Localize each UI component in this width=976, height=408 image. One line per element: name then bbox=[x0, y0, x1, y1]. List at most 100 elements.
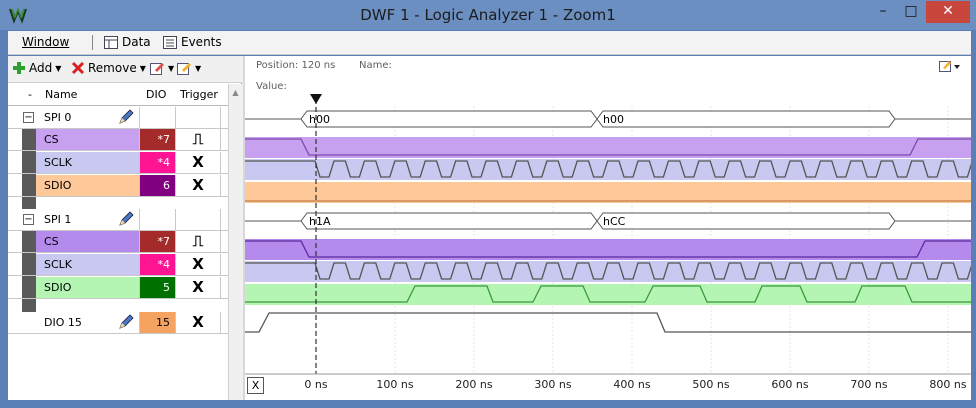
cell-divider bbox=[175, 231, 176, 252]
panel-splitter[interactable] bbox=[243, 56, 245, 400]
channel-toolbar: Add ▼ Remove ▼ ▼ ▼ bbox=[8, 56, 242, 83]
channel-row-sdio[interactable]: SDIO 6 X bbox=[8, 175, 228, 197]
dio15-wave bbox=[245, 312, 971, 333]
waveform-panel: Position: 120 ns Name: Value: h00 h00 h1A h… bbox=[245, 56, 971, 400]
dio-pin[interactable]: 15 bbox=[140, 312, 175, 333]
cell-divider bbox=[175, 254, 176, 275]
channel-name: CS bbox=[44, 133, 59, 146]
app-logo-icon bbox=[9, 6, 27, 24]
col-dio[interactable]: DIO bbox=[146, 88, 167, 101]
channel-row-dio-15[interactable]: DIO 15 15 X bbox=[8, 312, 228, 334]
channel-name: SCLK bbox=[44, 156, 73, 169]
scroll-up-icon[interactable]: ▲ bbox=[232, 88, 239, 97]
channel-row-spi-0[interactable]: − SPI 0 bbox=[8, 107, 228, 129]
tick-label: 400 ns bbox=[613, 378, 651, 391]
spi1-sclk-wave bbox=[245, 262, 971, 280]
chevron-down-icon: ▼ bbox=[139, 63, 146, 73]
dio-pin[interactable]: 5 bbox=[140, 277, 175, 298]
channel-scrollbar[interactable]: ▲ bbox=[228, 84, 242, 400]
menu-window[interactable]: Window bbox=[22, 35, 69, 49]
trigger-falling-edge-icon[interactable]: ⎍ bbox=[192, 232, 204, 250]
cell-divider bbox=[220, 254, 221, 275]
collapse-icon[interactable]: − bbox=[23, 112, 34, 123]
maximize-button[interactable]: □ bbox=[904, 3, 918, 19]
pencil-icon[interactable] bbox=[118, 211, 134, 227]
tick-label: 800 ns bbox=[929, 378, 967, 391]
cell-divider bbox=[175, 175, 176, 196]
waveform-canvas[interactable]: h00 h00 h1A hCC bbox=[245, 56, 971, 376]
remove-x-icon bbox=[71, 61, 85, 75]
cell-divider bbox=[139, 254, 140, 275]
cell-divider bbox=[175, 129, 176, 150]
position-readout: Position: 120 ns bbox=[256, 60, 336, 71]
channel-row-cs[interactable]: CS *7 ⎍ bbox=[8, 231, 228, 253]
tick-label: 700 ns bbox=[850, 378, 888, 391]
tick-label: 300 ns bbox=[534, 378, 572, 391]
edit-icon bbox=[177, 63, 191, 75]
col-name[interactable]: Name bbox=[45, 88, 78, 101]
add-button[interactable]: Add ▼ bbox=[12, 61, 61, 75]
spi0-value-label: h00 bbox=[603, 113, 624, 126]
edit-more-button[interactable]: ▼ bbox=[177, 61, 201, 75]
pencil-icon[interactable] bbox=[118, 109, 134, 125]
spi0-cs-wave bbox=[245, 138, 971, 156]
trigger-ignore-icon[interactable]: X bbox=[192, 255, 204, 273]
cell-divider bbox=[220, 175, 221, 196]
edit-button[interactable]: ▼ bbox=[150, 61, 174, 75]
channel-name: SCLK bbox=[44, 258, 73, 271]
channel-name: SDIO bbox=[44, 179, 72, 192]
cell-divider bbox=[139, 129, 140, 150]
channel-name: DIO 15 bbox=[44, 316, 82, 329]
chevron-down-icon: ▼ bbox=[168, 63, 175, 73]
spi0-group-bar bbox=[22, 128, 36, 209]
channel-row-sclk[interactable]: SCLK *4 X bbox=[8, 152, 228, 174]
menu-events[interactable]: Events bbox=[163, 35, 222, 49]
col-trigger[interactable]: Trigger bbox=[180, 88, 218, 101]
remove-button[interactable]: Remove ▼ bbox=[71, 61, 146, 75]
cell-divider bbox=[139, 209, 140, 230]
main-content: Add ▼ Remove ▼ ▼ ▼ - Na bbox=[8, 56, 971, 400]
cell-divider bbox=[139, 312, 140, 333]
cell-divider bbox=[139, 107, 140, 128]
dio-pin[interactable]: *4 bbox=[140, 152, 175, 173]
dio-pin[interactable]: *7 bbox=[140, 231, 175, 252]
channel-row-sclk[interactable]: SCLK *4 X bbox=[8, 254, 228, 276]
channel-row-spi-1[interactable]: − SPI 1 bbox=[8, 209, 228, 231]
trigger-ignore-icon[interactable]: X bbox=[192, 313, 204, 331]
channel-table-header: - Name DIO Trigger bbox=[8, 84, 242, 106]
channel-row-cs[interactable]: CS *7 ⎍ bbox=[8, 129, 228, 151]
col-dash: - bbox=[28, 88, 32, 101]
channel-color bbox=[36, 231, 140, 252]
cell-divider bbox=[220, 231, 221, 252]
channel-color bbox=[36, 254, 140, 275]
channel-row-sdio[interactable]: SDIO 5 X bbox=[8, 277, 228, 299]
chevron-down-icon: ▼ bbox=[195, 63, 202, 73]
dio-pin[interactable]: *4 bbox=[140, 254, 175, 275]
trigger-ignore-icon[interactable]: X bbox=[192, 176, 204, 194]
trigger-falling-edge-icon[interactable]: ⎍ bbox=[192, 130, 204, 148]
pencil-icon[interactable] bbox=[118, 314, 134, 330]
collapse-icon[interactable]: − bbox=[23, 214, 34, 225]
spi1-cs-lane bbox=[245, 239, 971, 260]
cell-divider bbox=[139, 175, 140, 196]
spi0-cs-lane bbox=[245, 137, 971, 158]
cell-divider bbox=[220, 152, 221, 173]
spi0-bus-segment bbox=[300, 110, 598, 128]
spi1-cs-wave bbox=[245, 240, 971, 258]
dio-pin[interactable]: 6 bbox=[140, 175, 175, 196]
menu-data[interactable]: Data bbox=[104, 35, 151, 49]
minimize-button[interactable]: – bbox=[879, 3, 887, 19]
cell-divider bbox=[175, 312, 176, 333]
channel-name: SPI 0 bbox=[44, 111, 72, 124]
trigger-ignore-icon[interactable]: X bbox=[192, 278, 204, 296]
x-button[interactable]: X bbox=[247, 377, 264, 394]
tick-label: 0 ns bbox=[304, 378, 328, 391]
cell-divider bbox=[175, 277, 176, 298]
title-bar: DWF 1 - Logic Analyzer 1 - Zoom1 – □ ✕ bbox=[0, 0, 976, 30]
dio-pin[interactable]: *7 bbox=[140, 129, 175, 150]
settings-button[interactable] bbox=[939, 59, 961, 76]
settings-icon bbox=[939, 61, 960, 72]
close-button[interactable]: ✕ bbox=[926, 1, 970, 23]
trigger-ignore-icon[interactable]: X bbox=[192, 153, 204, 171]
